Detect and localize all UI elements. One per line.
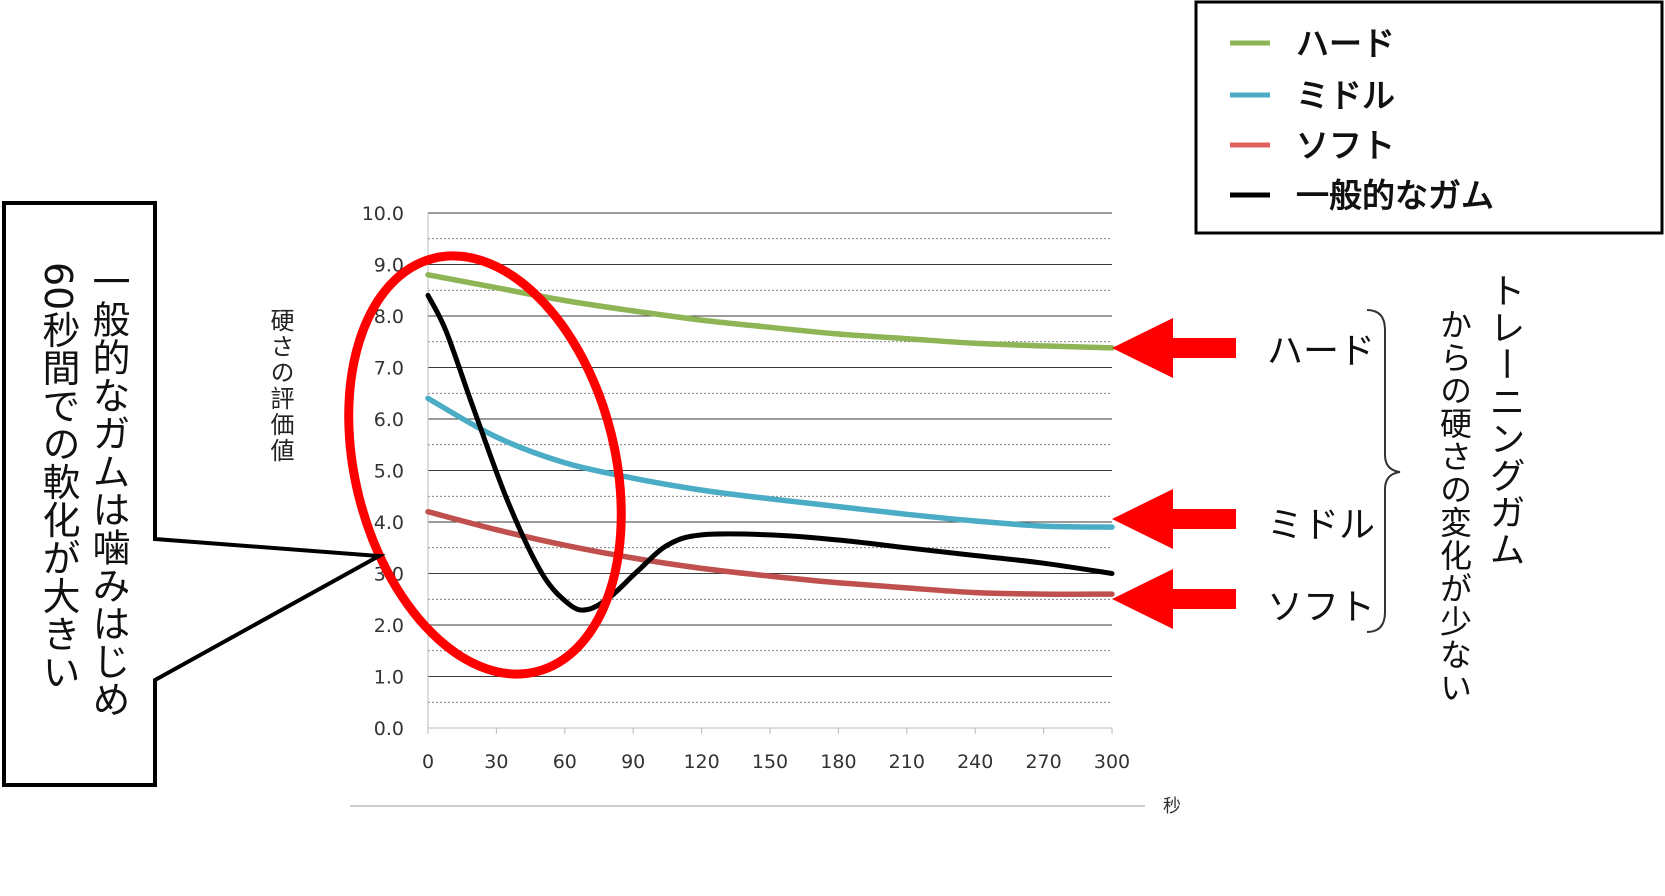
series-middle-line <box>425 395 1115 530</box>
right-label-soft: ソフト <box>1267 587 1375 628</box>
left-callout-bubble <box>2 201 386 787</box>
x-tick-label: 60 <box>553 751 577 773</box>
right-note-line1: トレーニングガム <box>1484 272 1525 568</box>
y-tick-label: 7.0 <box>374 358 404 380</box>
x-tick-label: 30 <box>484 751 508 773</box>
x-tick-label: 90 <box>621 751 645 773</box>
arrow-middle <box>1112 489 1236 549</box>
arrow-soft <box>1112 569 1236 629</box>
x-tick-label: 270 <box>1025 751 1061 773</box>
right-label-hard: ハード <box>1267 331 1375 372</box>
legend-label-hard: ハード <box>1296 24 1395 63</box>
y-tick-label: 8.0 <box>374 306 404 328</box>
arrow-soft-shape <box>1112 569 1236 629</box>
x-tick-label: 0 <box>422 751 434 773</box>
y-tick-label: 4.0 <box>374 512 404 534</box>
left-callout-line1: 一般的なガムは噛みはじめ <box>86 262 130 718</box>
y-tick-label: 5.0 <box>374 461 404 483</box>
arrow-hard-shape <box>1112 318 1236 378</box>
right-brace <box>1366 309 1401 633</box>
x-tick-label: 120 <box>683 751 719 773</box>
arrow-hard <box>1112 318 1236 378</box>
series-lines <box>425 272 1115 613</box>
y-tick-label: 10.0 <box>362 203 404 225</box>
legend-label-middle: ミドル <box>1296 76 1395 115</box>
y-axis-label: 硬さの評価値 <box>266 308 294 464</box>
legend: ハード ミドル ソフト 一般的なガム <box>1194 0 1664 235</box>
right-note-line2: からの硬さの変化が少ない <box>1435 308 1473 704</box>
y-tick-label: 9.0 <box>374 255 404 277</box>
x-tick-label: 150 <box>752 751 788 773</box>
series-soft-line <box>425 508 1115 597</box>
x-tick-label: 180 <box>820 751 856 773</box>
y-tick-label: 0.0 <box>374 718 404 740</box>
right-label-middle: ミドル <box>1267 505 1375 546</box>
x-tick-label: 210 <box>889 751 925 773</box>
arrow-middle-shape <box>1112 489 1236 549</box>
series-hard-line <box>425 272 1115 351</box>
y-tick-labels: 0.01.02.03.04.05.06.07.08.09.010.0 <box>362 203 404 740</box>
x-tick-label: 240 <box>957 751 993 773</box>
legend-label-soft: ソフト <box>1296 126 1395 165</box>
y-tick-label: 6.0 <box>374 409 404 431</box>
series-regular-gum-line <box>425 292 1115 613</box>
y-tick-label: 1.0 <box>374 667 404 689</box>
highlight-ellipse <box>344 251 626 679</box>
x-axis-label: 秒 <box>1163 796 1181 817</box>
x-tick-label: 300 <box>1094 751 1130 773</box>
left-callout-line2: 60秒間での軟化が大きい <box>36 262 80 690</box>
legend-label-regular: 一般的なガム <box>1296 176 1494 215</box>
legend-box <box>1194 0 1664 235</box>
y-tick-label: 2.0 <box>374 615 404 637</box>
x-tick-labels: 0 30 60 90 120 150 180 210 240 270 300 <box>422 728 1130 773</box>
